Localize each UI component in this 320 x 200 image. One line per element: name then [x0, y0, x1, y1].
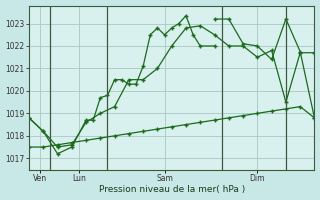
X-axis label: Pression niveau de la mer( hPa ): Pression niveau de la mer( hPa ) [99, 185, 245, 194]
